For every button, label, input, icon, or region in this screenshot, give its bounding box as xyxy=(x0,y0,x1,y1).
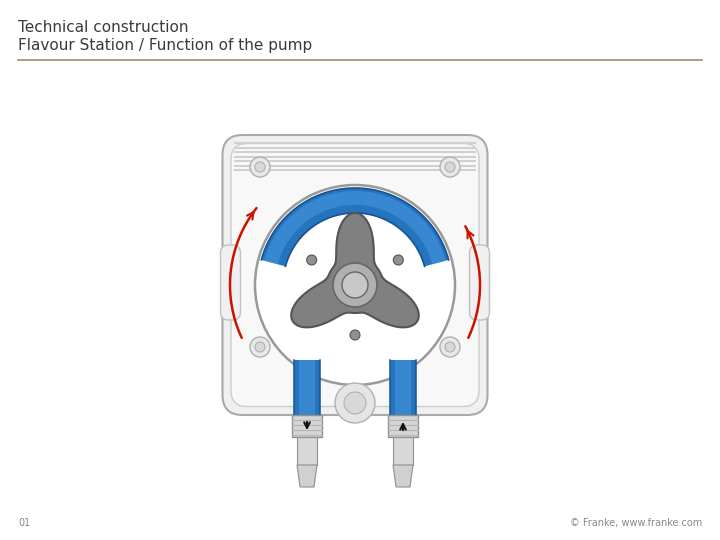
Circle shape xyxy=(335,383,375,423)
Bar xyxy=(393,437,413,465)
Bar xyxy=(388,415,418,437)
Circle shape xyxy=(350,330,360,340)
Circle shape xyxy=(333,263,377,307)
Circle shape xyxy=(440,157,460,177)
Circle shape xyxy=(255,342,265,352)
Circle shape xyxy=(342,272,368,298)
Circle shape xyxy=(440,337,460,357)
Circle shape xyxy=(255,162,265,172)
Circle shape xyxy=(250,337,270,357)
Bar xyxy=(292,415,322,437)
FancyBboxPatch shape xyxy=(222,135,487,415)
Circle shape xyxy=(255,185,455,385)
Circle shape xyxy=(250,157,270,177)
Polygon shape xyxy=(395,360,411,415)
FancyBboxPatch shape xyxy=(220,245,240,320)
Polygon shape xyxy=(294,360,320,415)
Text: Flavour Station / Function of the pump: Flavour Station / Function of the pump xyxy=(18,38,312,53)
Circle shape xyxy=(393,255,403,265)
Circle shape xyxy=(445,342,455,352)
FancyBboxPatch shape xyxy=(469,245,490,320)
Polygon shape xyxy=(291,213,419,327)
Text: Technical construction: Technical construction xyxy=(18,20,189,35)
Text: © Franke, www.franke.com: © Franke, www.franke.com xyxy=(570,518,702,528)
Text: 01: 01 xyxy=(18,518,30,528)
Circle shape xyxy=(344,392,366,414)
FancyBboxPatch shape xyxy=(231,144,479,407)
Polygon shape xyxy=(297,465,317,487)
Bar xyxy=(297,437,317,465)
Circle shape xyxy=(445,162,455,172)
Polygon shape xyxy=(299,360,315,415)
Polygon shape xyxy=(393,465,413,487)
Polygon shape xyxy=(264,191,446,264)
Polygon shape xyxy=(261,188,449,266)
Polygon shape xyxy=(390,360,416,415)
Circle shape xyxy=(307,255,317,265)
